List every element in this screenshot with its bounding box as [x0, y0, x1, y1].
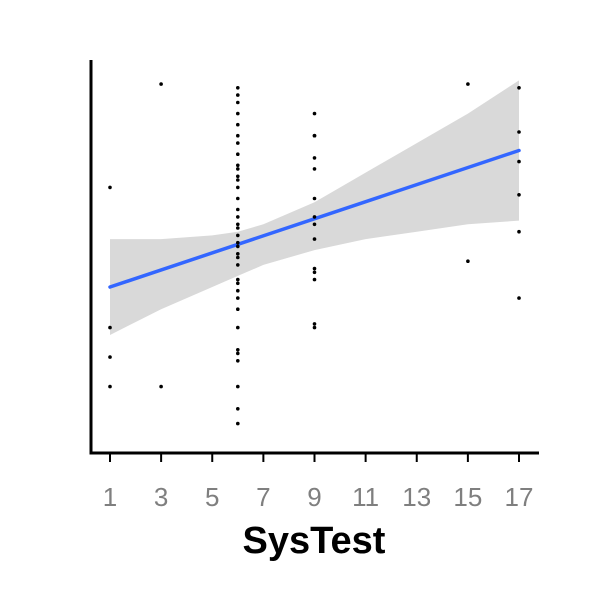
data-point: [236, 152, 240, 156]
data-point: [236, 111, 240, 116]
data-point: [236, 407, 240, 411]
data-point: [236, 226, 240, 230]
data-point: [466, 82, 470, 86]
data-point: [312, 133, 317, 138]
data-point: [312, 196, 317, 201]
data-point: [517, 86, 521, 90]
regression-line: [108, 148, 521, 289]
data-point: [517, 193, 521, 197]
data-point: [108, 325, 112, 330]
data-point: [312, 270, 317, 275]
data-point: [236, 244, 240, 249]
x-tick-label: 7: [256, 482, 270, 512]
x-tick-label: 11: [352, 482, 379, 512]
data-point: [312, 156, 317, 160]
data-point: [517, 229, 521, 234]
data-point: [236, 307, 240, 312]
data-point: [236, 288, 240, 293]
data-point: [517, 130, 521, 134]
data-point: [108, 384, 112, 389]
data-point: [159, 384, 163, 389]
data-point: [466, 259, 470, 264]
data-point: [236, 163, 240, 168]
data-point: [236, 233, 240, 238]
data-point: [236, 252, 240, 256]
x-axis-title: SysTest: [243, 520, 386, 562]
data-point: [312, 222, 317, 227]
data-point: [236, 351, 240, 356]
x-tick-label: 9: [307, 482, 321, 512]
data-point: [108, 355, 112, 359]
data-point: [236, 348, 240, 352]
x-tick-label: 15: [453, 482, 482, 512]
data-point: [236, 167, 240, 171]
x-tick-label: 5: [205, 482, 219, 512]
data-point: [108, 185, 112, 190]
regression-line-layer: [108, 148, 521, 289]
data-point: [517, 159, 521, 164]
data-point: [236, 86, 240, 90]
data-point: [236, 93, 240, 97]
data-point: [236, 207, 240, 212]
data-point: [236, 277, 240, 282]
x-tick-label: 13: [402, 482, 431, 512]
data-point: [236, 296, 240, 300]
data-point: [236, 255, 240, 260]
data-point: [312, 266, 317, 271]
data-point: [312, 111, 317, 116]
data-point: [159, 82, 163, 86]
x-ticks-layer: 1 3 5 7 9 11 13 15 17: [103, 454, 534, 512]
data-point: [236, 185, 240, 190]
data-point: [236, 222, 240, 227]
data-point: [236, 122, 240, 127]
data-point: [312, 167, 317, 171]
data-point: [236, 141, 240, 145]
data-point: [236, 196, 240, 201]
data-point: [236, 133, 240, 138]
data-point: [312, 325, 317, 330]
confidence-band: [110, 80, 519, 336]
x-tick-label: 3: [154, 482, 168, 512]
data-point: [312, 277, 317, 282]
axes-layer: [89, 60, 539, 455]
data-point: [236, 421, 240, 426]
data-point: [236, 174, 240, 179]
data-point: [236, 281, 240, 286]
data-points-layer: [108, 82, 521, 426]
data-point: [312, 215, 317, 219]
data-point: [312, 322, 317, 326]
data-point: [236, 100, 240, 105]
data-point: [236, 384, 240, 389]
x-tick-label: 17: [505, 482, 534, 512]
confidence-band-layer: [110, 80, 519, 336]
x-tick-label: 1: [103, 482, 117, 512]
data-point: [236, 325, 240, 330]
data-point: [236, 178, 240, 182]
data-point: [236, 215, 240, 219]
data-point: [236, 359, 240, 363]
data-point: [312, 237, 317, 241]
data-point: [236, 263, 240, 267]
data-point: [236, 240, 240, 245]
data-point: [517, 296, 521, 300]
